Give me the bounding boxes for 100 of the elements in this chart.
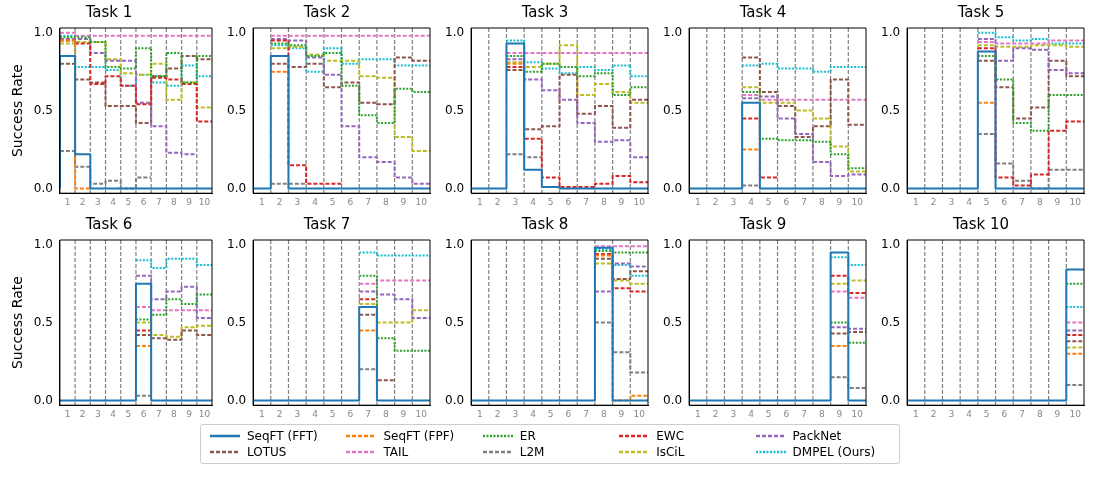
x-tick-label: 6 bbox=[347, 408, 354, 419]
x-tick-label: 3 bbox=[95, 408, 101, 419]
x-tick-label: 10 bbox=[1069, 196, 1082, 207]
legend-label: TAIL bbox=[383, 445, 409, 459]
x-tick-label: 6 bbox=[565, 408, 572, 419]
x-tick-label: 5 bbox=[765, 408, 772, 419]
x-tick-label: 1 bbox=[64, 408, 71, 419]
y-tick-label: 1.0 bbox=[662, 236, 683, 251]
x-tick-label: 7 bbox=[365, 408, 371, 419]
chart-title: Task 1 bbox=[84, 2, 133, 21]
legend-label: DMPEL (Ours) bbox=[792, 445, 876, 459]
legend-label: LOTUS bbox=[247, 445, 287, 459]
x-tick-label: 5 bbox=[125, 408, 132, 419]
x-tick-label: 3 bbox=[948, 408, 955, 419]
y-tick-label: 0.0 bbox=[444, 180, 465, 195]
x-tick-label: 6 bbox=[1001, 196, 1008, 207]
x-tick-label: 7 bbox=[155, 408, 162, 419]
x-tick-label: 6 bbox=[783, 196, 790, 207]
y-tick-label: 0.0 bbox=[662, 392, 683, 407]
x-tick-label: 2 bbox=[276, 196, 283, 207]
x-tick-label: 5 bbox=[125, 196, 132, 207]
y-tick-label: 1.0 bbox=[226, 24, 247, 39]
x-tick-label: 2 bbox=[930, 196, 937, 207]
x-tick-label: 2 bbox=[930, 408, 937, 419]
x-tick-label: 5 bbox=[765, 196, 772, 207]
chart-title: Task 10 bbox=[951, 214, 1010, 233]
x-tick-label: 1 bbox=[695, 196, 701, 207]
y-tick-label: 0.5 bbox=[880, 102, 901, 117]
y-tick-label: 0.0 bbox=[880, 180, 901, 195]
x-tick-label: 8 bbox=[600, 196, 607, 207]
chart-title: Task 2 bbox=[302, 2, 351, 21]
x-tick-label: 7 bbox=[155, 196, 162, 207]
x-tick-label: 1 bbox=[259, 408, 265, 419]
x-tick-label: 3 bbox=[512, 408, 519, 419]
x-tick-label: 2 bbox=[712, 408, 719, 419]
x-tick-label: 5 bbox=[983, 408, 990, 419]
y-tick-label: 1.0 bbox=[444, 236, 465, 251]
x-tick-label: 5 bbox=[547, 408, 554, 419]
x-tick-label: 9 bbox=[618, 408, 625, 419]
y-tick-label: 0.5 bbox=[226, 314, 247, 329]
x-tick-label: 6 bbox=[1001, 408, 1008, 419]
x-tick-label: 2 bbox=[276, 408, 283, 419]
y-tick-label: 0.5 bbox=[444, 314, 465, 329]
x-tick-label: 9 bbox=[836, 196, 843, 207]
legend-label: IsCiL bbox=[656, 445, 685, 459]
y-axis-title: Success Rate bbox=[9, 64, 26, 158]
x-tick-label: 5 bbox=[983, 196, 990, 207]
y-tick-label: 1.0 bbox=[662, 24, 683, 39]
x-tick-label: 4 bbox=[110, 196, 117, 207]
y-tick-label: 0.0 bbox=[444, 392, 465, 407]
legend-label: ER bbox=[519, 429, 536, 443]
x-tick-label: 2 bbox=[79, 408, 86, 419]
x-tick-label: 3 bbox=[512, 196, 519, 207]
x-tick-label: 3 bbox=[294, 196, 301, 207]
x-tick-label: 10 bbox=[198, 408, 211, 419]
x-tick-label: 7 bbox=[801, 196, 807, 207]
x-tick-label: 4 bbox=[312, 196, 319, 207]
x-tick-label: 7 bbox=[1019, 196, 1025, 207]
x-tick-label: 9 bbox=[400, 408, 407, 419]
x-tick-label: 9 bbox=[1054, 408, 1061, 419]
legend-label: PackNet bbox=[792, 429, 842, 443]
chart-title: Task 8 bbox=[520, 214, 569, 233]
x-tick-label: 9 bbox=[400, 196, 407, 207]
x-tick-label: 3 bbox=[730, 196, 737, 207]
x-tick-label: 10 bbox=[851, 196, 864, 207]
x-tick-label: 8 bbox=[171, 196, 178, 207]
x-tick-label: 4 bbox=[748, 408, 755, 419]
x-tick-label: 8 bbox=[171, 408, 178, 419]
x-tick-label: 9 bbox=[1054, 196, 1061, 207]
x-tick-label: 8 bbox=[382, 196, 389, 207]
chart-title: Task 3 bbox=[520, 2, 569, 21]
x-tick-label: 1 bbox=[913, 408, 919, 419]
y-axis-title: Success Rate bbox=[9, 276, 26, 370]
y-tick-label: 0.0 bbox=[662, 180, 683, 195]
y-tick-label: 1.0 bbox=[226, 236, 247, 251]
x-tick-label: 4 bbox=[530, 408, 537, 419]
x-tick-label: 4 bbox=[748, 196, 755, 207]
x-tick-label: 7 bbox=[365, 196, 371, 207]
x-tick-label: 7 bbox=[583, 408, 589, 419]
chart-title: Task 5 bbox=[956, 2, 1005, 21]
x-tick-label: 7 bbox=[1019, 408, 1025, 419]
x-tick-label: 8 bbox=[818, 196, 825, 207]
x-tick-label: 6 bbox=[565, 196, 572, 207]
x-tick-label: 3 bbox=[95, 196, 101, 207]
x-tick-label: 4 bbox=[966, 408, 973, 419]
x-tick-label: 10 bbox=[633, 408, 646, 419]
x-tick-label: 5 bbox=[547, 196, 554, 207]
chart-title: Task 7 bbox=[302, 214, 351, 233]
y-tick-label: 1.0 bbox=[880, 24, 901, 39]
x-tick-label: 9 bbox=[186, 196, 193, 207]
chart-title: Task 6 bbox=[84, 214, 133, 233]
x-tick-label: 5 bbox=[329, 408, 336, 419]
y-tick-label: 1.0 bbox=[33, 24, 53, 39]
y-tick-label: 0.0 bbox=[226, 392, 247, 407]
x-tick-label: 1 bbox=[913, 196, 919, 207]
x-tick-label: 7 bbox=[583, 196, 589, 207]
x-tick-label: 8 bbox=[818, 408, 825, 419]
x-tick-label: 9 bbox=[618, 196, 625, 207]
x-tick-label: 8 bbox=[600, 408, 607, 419]
x-tick-label: 1 bbox=[64, 196, 71, 207]
